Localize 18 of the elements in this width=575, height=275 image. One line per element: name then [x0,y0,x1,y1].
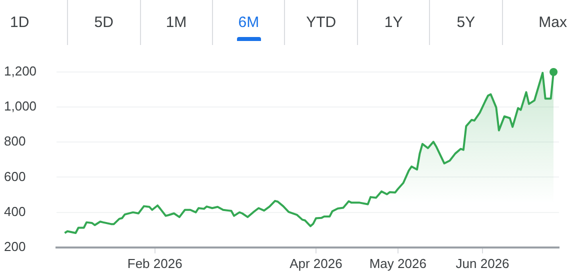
y-tick-label: 1,000 [4,98,37,114]
text: 1M [166,14,187,31]
text: 6M [238,14,260,31]
y-tick-label: 400 [4,204,26,219]
x-tick-label: Feb 2026 [127,256,182,271]
y-tick-label: 600 [4,168,26,184]
y-tick-label: 800 [4,134,26,149]
text: 1D [10,14,30,31]
text: YTD [306,14,336,31]
x-tick-label: Jun 2026 [456,256,510,271]
text: 1Y [384,14,403,31]
x-tick-label: Apr 2026 [290,256,342,271]
text: 5D [94,14,114,31]
text: 5Y [456,14,476,31]
text: Max [538,14,567,31]
y-tick-label: 200 [4,238,26,254]
x-tick-label: May 2026 [369,256,426,271]
y-tick-label: 1,200 [4,64,37,79]
